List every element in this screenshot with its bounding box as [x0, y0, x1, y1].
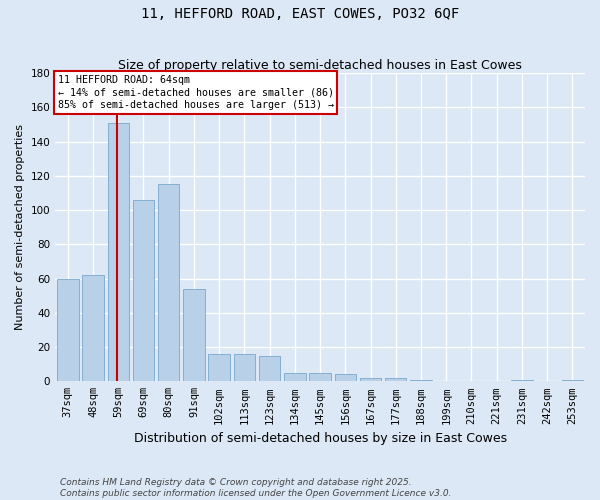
Bar	[335, 374, 356, 382]
Bar	[183, 289, 205, 382]
Bar	[360, 378, 381, 382]
Bar	[133, 200, 154, 382]
Bar	[410, 380, 432, 382]
Bar	[208, 354, 230, 382]
Text: Contains HM Land Registry data © Crown copyright and database right 2025.
Contai: Contains HM Land Registry data © Crown c…	[60, 478, 452, 498]
Bar	[511, 380, 533, 382]
Bar	[259, 356, 280, 382]
Bar	[284, 372, 305, 382]
Bar	[233, 354, 255, 382]
Bar	[385, 378, 406, 382]
Bar	[82, 275, 104, 382]
Bar	[107, 123, 129, 382]
Title: Size of property relative to semi-detached houses in East Cowes: Size of property relative to semi-detach…	[118, 59, 522, 72]
Text: 11, HEFFORD ROAD, EAST COWES, PO32 6QF: 11, HEFFORD ROAD, EAST COWES, PO32 6QF	[141, 8, 459, 22]
Text: 11 HEFFORD ROAD: 64sqm
← 14% of semi-detached houses are smaller (86)
85% of sem: 11 HEFFORD ROAD: 64sqm ← 14% of semi-det…	[58, 75, 334, 110]
Bar	[562, 380, 583, 382]
Bar	[57, 278, 79, 382]
Bar	[310, 372, 331, 382]
Y-axis label: Number of semi-detached properties: Number of semi-detached properties	[15, 124, 25, 330]
Bar	[158, 184, 179, 382]
X-axis label: Distribution of semi-detached houses by size in East Cowes: Distribution of semi-detached houses by …	[134, 432, 506, 445]
